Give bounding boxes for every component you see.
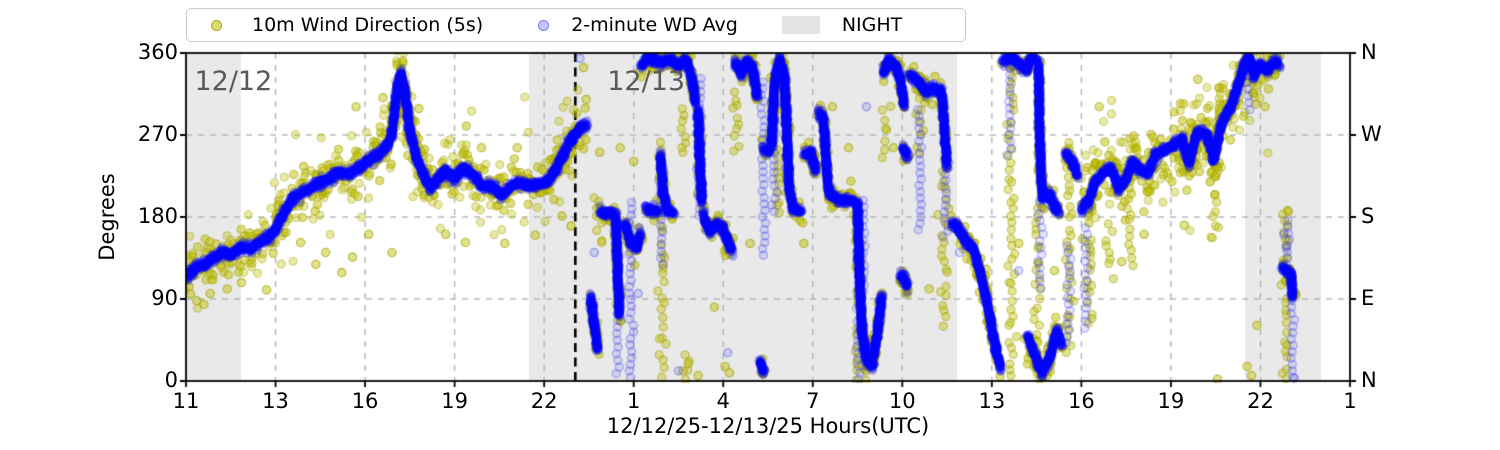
compass-n-bottom: N: [1361, 368, 1377, 392]
legend: 10m Wind Direction (5s) 2-minute WD Avg …: [186, 8, 966, 42]
night-label: NIGHT: [841, 14, 903, 36]
x-axis-title: 12/12/25-12/13/25 Hours(UTC): [606, 414, 930, 438]
y-tick-0: 0: [164, 368, 178, 392]
y-tick-270: 270: [137, 122, 178, 146]
raw-series-label: 10m Wind Direction (5s): [252, 14, 484, 36]
compass-e: E: [1361, 286, 1375, 310]
x-tick-2: 16: [351, 389, 379, 413]
date-annotation-12-13: 12/13: [607, 66, 686, 97]
x-tick-6: 4: [716, 389, 730, 413]
y-tick-90: 90: [151, 286, 178, 310]
y-tick-360: 360: [137, 40, 178, 64]
x-tick-10: 16: [1068, 389, 1095, 413]
compass-n-top: N: [1361, 40, 1377, 64]
avg-series-marker-icon: [538, 19, 550, 31]
x-tick-4: 22: [530, 389, 558, 413]
y-tick-180: 180: [137, 204, 178, 228]
x-tick-9: 13: [978, 389, 1006, 413]
x-tick-7: 7: [806, 389, 820, 413]
compass-s: S: [1361, 204, 1375, 228]
x-tick-12: 22: [1247, 389, 1274, 413]
raw-series-marker-icon: [211, 19, 222, 31]
date-annotation-12-12: 12/12: [194, 66, 273, 97]
x-tick-8: 10: [888, 389, 916, 413]
x-tick-0: 11: [172, 389, 200, 413]
x-tick-5: 1: [627, 389, 641, 413]
x-tick-13: 1: [1343, 389, 1357, 413]
x-tick-1: 13: [262, 389, 289, 413]
x-tick-3: 19: [441, 389, 468, 413]
x-tick-11: 19: [1157, 389, 1185, 413]
night-patch-icon: [781, 16, 820, 34]
avg-series-label: 2-minute WD Avg: [571, 14, 738, 36]
compass-w: W: [1361, 122, 1382, 146]
